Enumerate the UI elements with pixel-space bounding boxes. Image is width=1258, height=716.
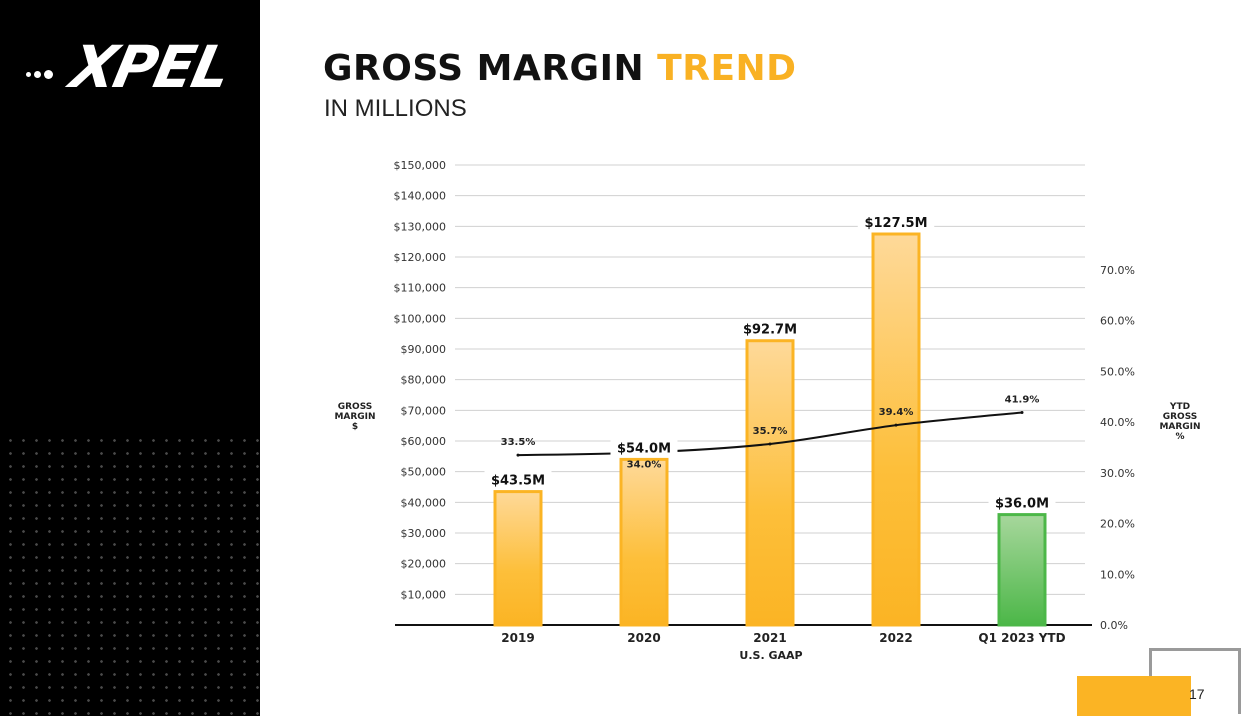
y-left-axis-title: MARGIN: [334, 412, 375, 422]
y-right-axis-title: MARGIN: [1159, 422, 1200, 432]
y-left-tick-label: $50,000: [401, 466, 447, 479]
y-right-axis-title: GROSS: [1163, 412, 1198, 422]
y-right-tick-label: 60.0%: [1100, 315, 1135, 328]
y-right-tick-label: 10.0%: [1100, 568, 1135, 581]
title-main: GROSS MARGIN: [323, 48, 645, 89]
y-left-tick-label: $120,000: [394, 251, 447, 264]
line-value-label: 33.5%: [501, 437, 536, 448]
y-left-tick-label: $140,000: [394, 190, 447, 203]
page-subtitle: IN MILLIONS: [324, 95, 467, 122]
page-title: GROSS MARGIN TREND: [323, 48, 797, 90]
dot-pattern: [0, 430, 260, 716]
y-right-tick-label: 40.0%: [1100, 416, 1135, 429]
y-left-tick-label: $80,000: [401, 374, 447, 387]
y-right-tick-label: 0.0%: [1100, 619, 1128, 632]
bar-label-bg: [736, 319, 804, 338]
y-right-axis-title: %: [1175, 432, 1184, 442]
x-tick-label: 2020: [627, 631, 660, 645]
x-tick-label: 2019: [501, 631, 534, 645]
y-left-tick-label: $100,000: [394, 312, 447, 325]
bar-value-label: $92.7M: [743, 323, 797, 338]
line-point: [894, 423, 898, 427]
y-left-axis-title: $: [352, 422, 358, 432]
x-axis-title: U.S. GAAP: [739, 649, 802, 662]
x-tick-label: 2022: [879, 631, 912, 645]
line-value-label: 39.4%: [879, 407, 914, 418]
line-value-label: 34.0%: [627, 460, 662, 471]
bar-2021: [745, 339, 795, 627]
y-left-tick-label: $40,000: [401, 496, 447, 509]
y-right-tick-label: 30.0%: [1100, 467, 1135, 480]
y-left-tick-label: $110,000: [394, 282, 447, 295]
bar-value-label: $127.5M: [864, 216, 927, 231]
y-left-tick-label: $30,000: [401, 527, 447, 540]
y-left-tick-label: $90,000: [401, 343, 447, 356]
bar-value-label: $54.0M: [617, 441, 671, 456]
y-right-tick-label: 50.0%: [1100, 365, 1135, 378]
bar-label-bg: [988, 493, 1056, 512]
bar-label-bg: [857, 213, 935, 231]
line-point: [516, 453, 520, 457]
y-left-tick-label: $70,000: [401, 404, 447, 417]
bar-2022: [871, 232, 921, 627]
bar-2020: [619, 457, 669, 627]
line-point: [1020, 411, 1024, 415]
page-accent-block: [1077, 676, 1191, 716]
bar-value-label: $43.5M: [491, 474, 545, 489]
line-value-label: 35.7%: [753, 426, 788, 437]
bar-label-bg: [610, 438, 678, 457]
y-left-tick-label: $150,000: [394, 159, 447, 172]
bar-value-label: $36.0M: [995, 497, 1049, 512]
xpel-logo: XPEL: [22, 33, 235, 104]
y-left-tick-label: $60,000: [401, 435, 447, 448]
y-right-tick-label: 70.0%: [1100, 264, 1135, 277]
logo-dots-icon: [26, 66, 56, 84]
y-left-tick-label: $20,000: [401, 558, 447, 571]
title-accent: TREND: [657, 48, 797, 89]
bar-label-bg: [484, 470, 552, 489]
bar-q1-2023-ytd: [997, 513, 1047, 627]
y-left-tick-label: $10,000: [401, 588, 447, 601]
y-left-tick-label: $130,000: [394, 220, 447, 233]
line-point: [768, 442, 772, 446]
x-tick-label: Q1 2023 YTD: [978, 631, 1065, 645]
x-tick-label: 2021: [753, 631, 786, 645]
sidebar: XPEL: [0, 0, 260, 716]
y-left-axis-title: GROSS: [338, 402, 373, 412]
page-number: 17: [1189, 686, 1205, 702]
line-value-label: 41.9%: [1005, 395, 1040, 406]
bar-2019: [493, 490, 543, 627]
y-right-axis-title: YTD: [1169, 402, 1190, 412]
y-right-tick-label: 20.0%: [1100, 518, 1135, 531]
